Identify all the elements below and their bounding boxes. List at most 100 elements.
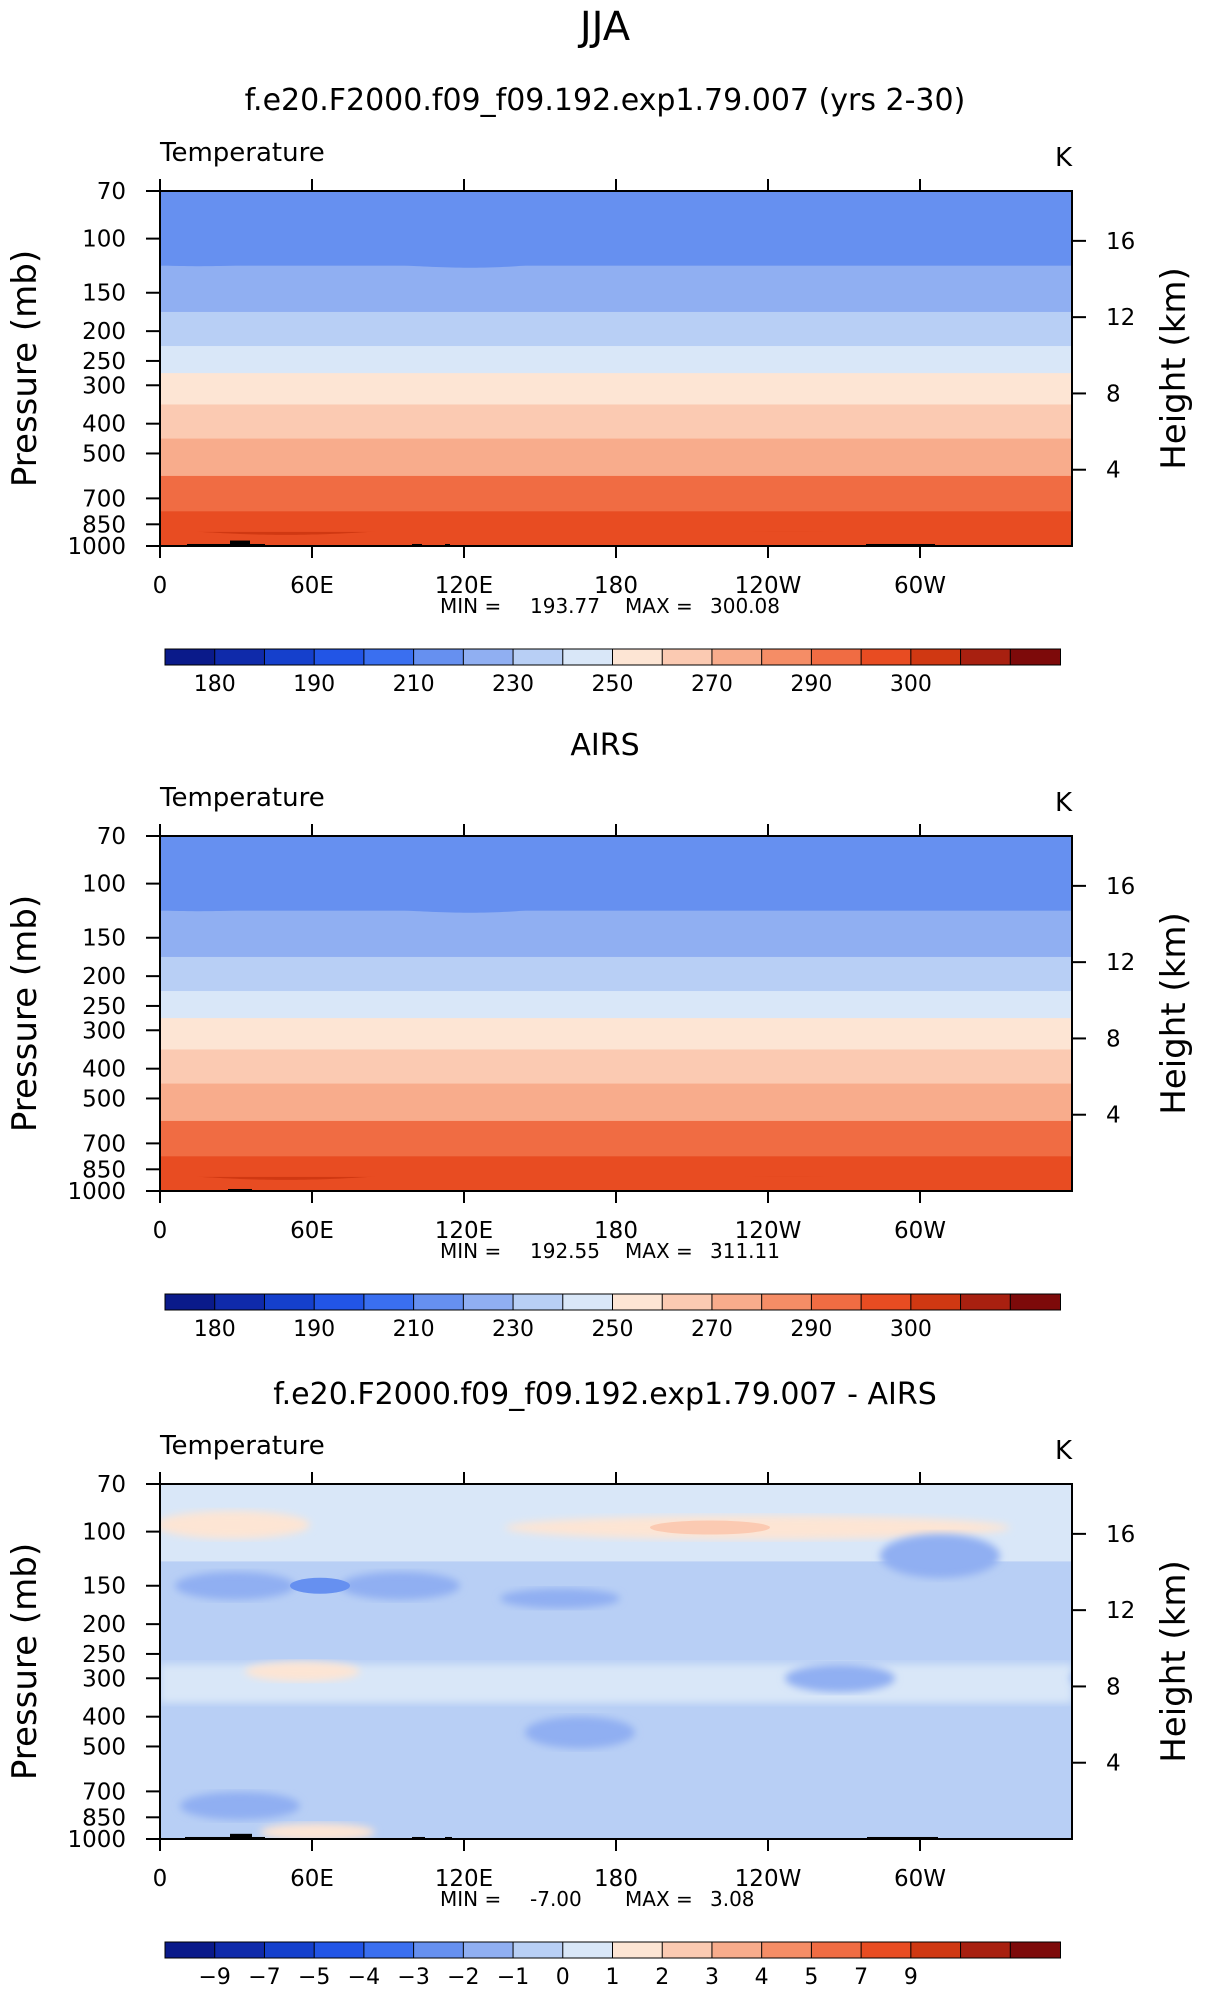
x-tick-label: 60E: [290, 1218, 334, 1244]
colorbar-label: 180: [194, 1317, 236, 1342]
x-tick-label: 180: [594, 1866, 638, 1892]
x-tick-label: 60W: [894, 1866, 946, 1892]
panel-title: AIRS: [570, 728, 639, 763]
colorbar: 180 190 210 230 250 270 290 300: [164, 648, 1061, 697]
y2-tick-label: 12: [1106, 305, 1135, 331]
contour-band: [525, 1716, 635, 1749]
colorbar-label: 3: [705, 1965, 719, 1987]
y-tick-label: 700: [82, 486, 126, 512]
contour-band: [245, 1661, 360, 1682]
colorbar-swatch: [711, 648, 763, 666]
y-tick-label: 700: [82, 1131, 126, 1157]
y-tick-label: 500: [82, 1086, 126, 1112]
topography-mask: [412, 1836, 425, 1839]
colorbar-label: 0: [556, 1965, 570, 1987]
colorbar-label: −2: [447, 1965, 479, 1987]
panel-2: AIRS Temperature K 0 60E 120E 180 120W 60W 70 100 1…: [5, 728, 1194, 1342]
topography-mask: [445, 543, 450, 546]
figure-season-title: JJA: [577, 4, 631, 50]
colorbar-label: 2: [655, 1965, 669, 1987]
y-tick-label: 1000: [67, 1827, 126, 1853]
contour-field: [160, 1484, 1072, 1839]
colorbar-swatch: [1009, 1293, 1061, 1311]
contour-band: [160, 311, 1072, 347]
contour-field: [160, 836, 1072, 1191]
y2-axis-title: Height (km): [1154, 1560, 1194, 1763]
x-tick-label: 60E: [290, 573, 334, 599]
y-tick-label: 500: [82, 1734, 126, 1760]
y-tick-label: 250: [82, 1642, 126, 1668]
colorbar-swatch: [562, 1941, 614, 1959]
contour-band: [160, 1120, 1072, 1157]
y-tick-label: 700: [82, 1779, 126, 1805]
units-label: K: [1055, 788, 1073, 818]
colorbar-label: 4: [755, 1965, 769, 1987]
colorbar-swatch: [512, 1941, 564, 1959]
contour-band: [160, 1083, 1072, 1122]
topography-mask: [230, 540, 250, 546]
x-tick-label: 120E: [435, 1218, 493, 1244]
variable-label: Temperature: [159, 1431, 325, 1461]
colorbar-label: 190: [293, 1317, 335, 1342]
colorbar: −9 −7 −5 −4 −3 −2 −1 0 1 2 3 4 5 7 9: [164, 1941, 1061, 1990]
colorbar-swatch: [661, 648, 713, 666]
colorbar-label: 270: [691, 1317, 733, 1342]
colorbar-swatch: [313, 648, 365, 666]
x-tick-label: 60W: [894, 573, 946, 599]
colorbar-swatch: [363, 1293, 415, 1311]
colorbar-swatch: [711, 1941, 763, 1959]
y-tick-label: 400: [82, 1705, 126, 1731]
topography-mask: [230, 1833, 252, 1839]
contour-band: [160, 404, 1072, 440]
x-tick-label: 60W: [894, 1218, 946, 1244]
colorbar-swatch: [810, 1941, 863, 1959]
y-tick-label: 200: [82, 964, 126, 990]
y-tick-label: 300: [82, 1666, 126, 1692]
max-value: 3.08: [710, 1887, 755, 1911]
colorbar-swatch: [164, 1293, 216, 1311]
x-tick-label: 120E: [435, 573, 493, 599]
topography-mask: [445, 1836, 452, 1839]
panel-3: f.e20.F2000.f09_f09.192.exp1.79.007 - AI…: [5, 1377, 1194, 1990]
colorbar-swatch: [860, 648, 912, 666]
colorbar-label: 210: [393, 672, 435, 697]
colorbar-label: −7: [248, 1965, 280, 1987]
contour-band: [785, 1664, 895, 1693]
y-tick-label: 1000: [67, 1179, 126, 1205]
colorbar-swatch: [512, 648, 564, 666]
y-tick-label: 250: [82, 349, 126, 375]
min-label: MIN =: [440, 594, 501, 618]
colorbar-label: 270: [691, 672, 733, 697]
colorbar-label: 290: [790, 1317, 832, 1342]
colorbar-swatch: [164, 648, 216, 666]
contour-band: [160, 191, 1072, 225]
units-label: K: [1055, 143, 1073, 173]
x-tick-label: 120W: [735, 573, 802, 599]
contour-band: [160, 346, 1072, 374]
contour-band: [160, 991, 1072, 1019]
y-tick-label: 150: [82, 926, 126, 952]
contour-band: [160, 956, 1072, 992]
colorbar-label: 9: [904, 1965, 918, 1987]
y2-tick-label: 4: [1106, 1751, 1121, 1777]
y-tick-label: 100: [82, 227, 126, 253]
x-tick-label: 0: [153, 573, 168, 599]
colorbar-swatch: [413, 648, 465, 666]
colorbar-label: 7: [854, 1965, 868, 1987]
y2-tick-label: 4: [1106, 458, 1121, 484]
y-axis-title: Pressure (mb): [5, 895, 45, 1132]
y-tick-label: 850: [82, 512, 126, 538]
y-axis-title: Pressure (mb): [5, 1543, 45, 1780]
y-tick-label: 250: [82, 994, 126, 1020]
max-label: MAX =: [625, 594, 693, 618]
colorbar-swatch: [761, 1941, 813, 1959]
contour-band: [160, 866, 1072, 913]
contour-band: [160, 522, 1072, 546]
min-label: MIN =: [440, 1887, 501, 1911]
colorbar-swatch: [860, 1941, 912, 1959]
colorbar-label: 250: [592, 672, 634, 697]
y-tick-label: 850: [82, 1157, 126, 1183]
contour-field: [160, 191, 1072, 546]
contour-band: [160, 438, 1072, 477]
colorbar-label: 290: [790, 672, 832, 697]
